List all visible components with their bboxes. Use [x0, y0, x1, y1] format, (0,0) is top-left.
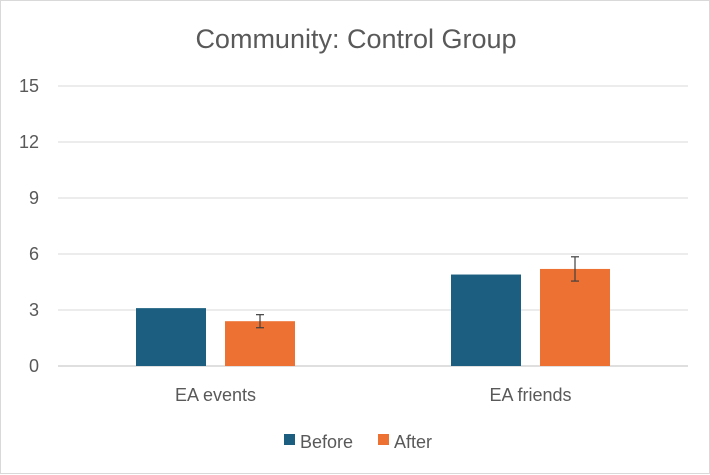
- category-label: EA events: [175, 385, 256, 405]
- bar-after-1: [540, 268, 610, 366]
- y-tick-label: 12: [19, 132, 39, 152]
- bar-before-0: [136, 308, 206, 366]
- bar-after-0: [225, 321, 295, 366]
- y-axis-ticks: 0 3 6 9 12 15: [19, 76, 39, 376]
- x-axis-categories: EA events EA friends: [175, 385, 572, 405]
- bar-before-1: [451, 274, 521, 366]
- legend-swatch-after: [378, 434, 389, 445]
- legend-swatch-before: [284, 434, 295, 445]
- legend-label-after: After: [394, 432, 432, 452]
- y-tick-label: 15: [19, 76, 39, 96]
- chart-title: Community: Control Group: [195, 24, 516, 54]
- y-tick-label: 6: [29, 244, 39, 264]
- category-label: EA friends: [489, 385, 571, 405]
- y-tick-label: 9: [29, 188, 39, 208]
- bars: [136, 268, 610, 366]
- y-tick-label: 3: [29, 300, 39, 320]
- y-tick-label: 0: [29, 356, 39, 376]
- legend-label-before: Before: [300, 432, 353, 452]
- legend: Before After: [284, 432, 432, 452]
- error-bars: [256, 256, 579, 329]
